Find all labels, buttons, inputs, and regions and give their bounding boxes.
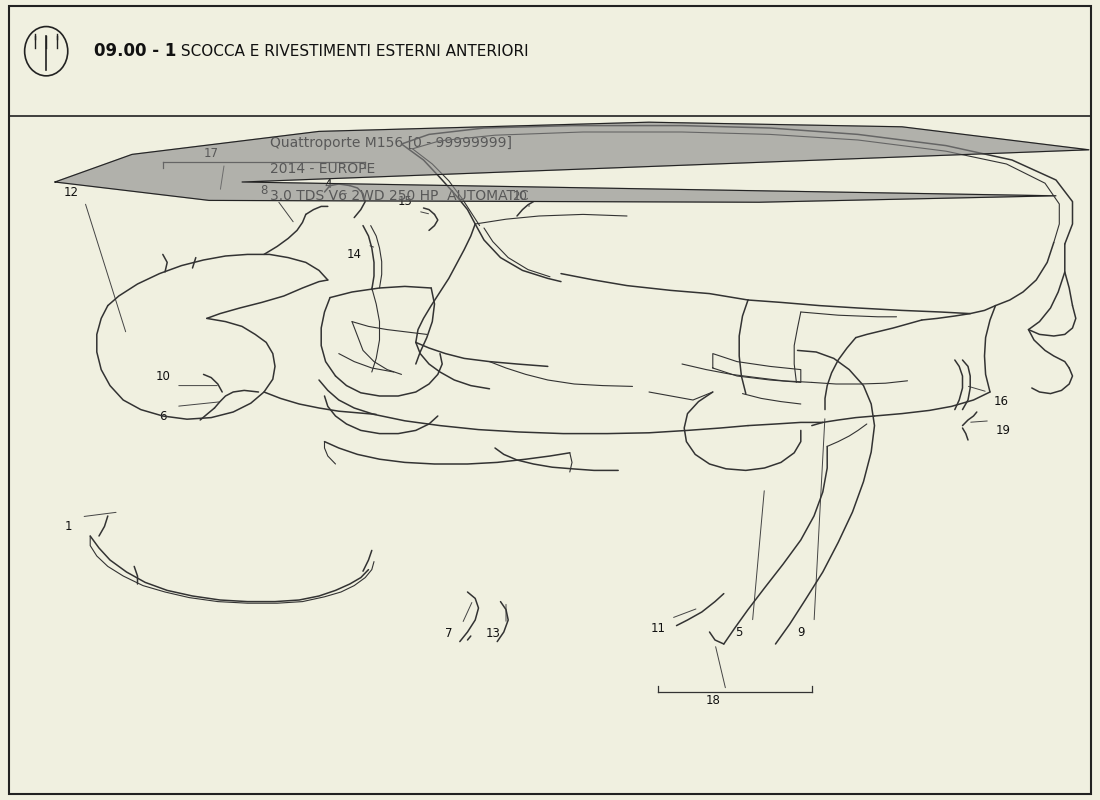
Text: 15: 15 [397, 195, 412, 208]
Text: 8: 8 [261, 184, 267, 197]
Text: 20: 20 [512, 190, 527, 202]
Text: 7: 7 [446, 627, 452, 640]
Text: 2014 - EUROPE: 2014 - EUROPE [270, 162, 375, 177]
Polygon shape [55, 122, 1089, 202]
Text: 09.00 - 1: 09.00 - 1 [94, 42, 176, 60]
Text: 11: 11 [650, 622, 666, 634]
Text: 17: 17 [204, 147, 219, 160]
Text: 9: 9 [798, 626, 804, 638]
Text: 3.0 TDS V6 2WD 250 HP  AUTOMATIC: 3.0 TDS V6 2WD 250 HP AUTOMATIC [270, 189, 528, 202]
Text: 14: 14 [346, 248, 362, 261]
Text: 5: 5 [736, 626, 743, 638]
Text: 16: 16 [993, 395, 1009, 408]
Text: 6: 6 [160, 410, 166, 422]
Text: 19: 19 [996, 424, 1011, 437]
Text: 10: 10 [155, 370, 170, 382]
Text: 4: 4 [324, 178, 331, 190]
Text: Quattroporte M156 [0 - 99999999]: Quattroporte M156 [0 - 99999999] [270, 136, 512, 150]
Text: 1: 1 [65, 520, 72, 533]
Text: 12: 12 [64, 186, 79, 198]
Text: 18: 18 [705, 694, 720, 706]
Text: 13: 13 [485, 627, 501, 640]
Text: SCOCCA E RIVESTIMENTI ESTERNI ANTERIORI: SCOCCA E RIVESTIMENTI ESTERNI ANTERIORI [176, 44, 529, 58]
